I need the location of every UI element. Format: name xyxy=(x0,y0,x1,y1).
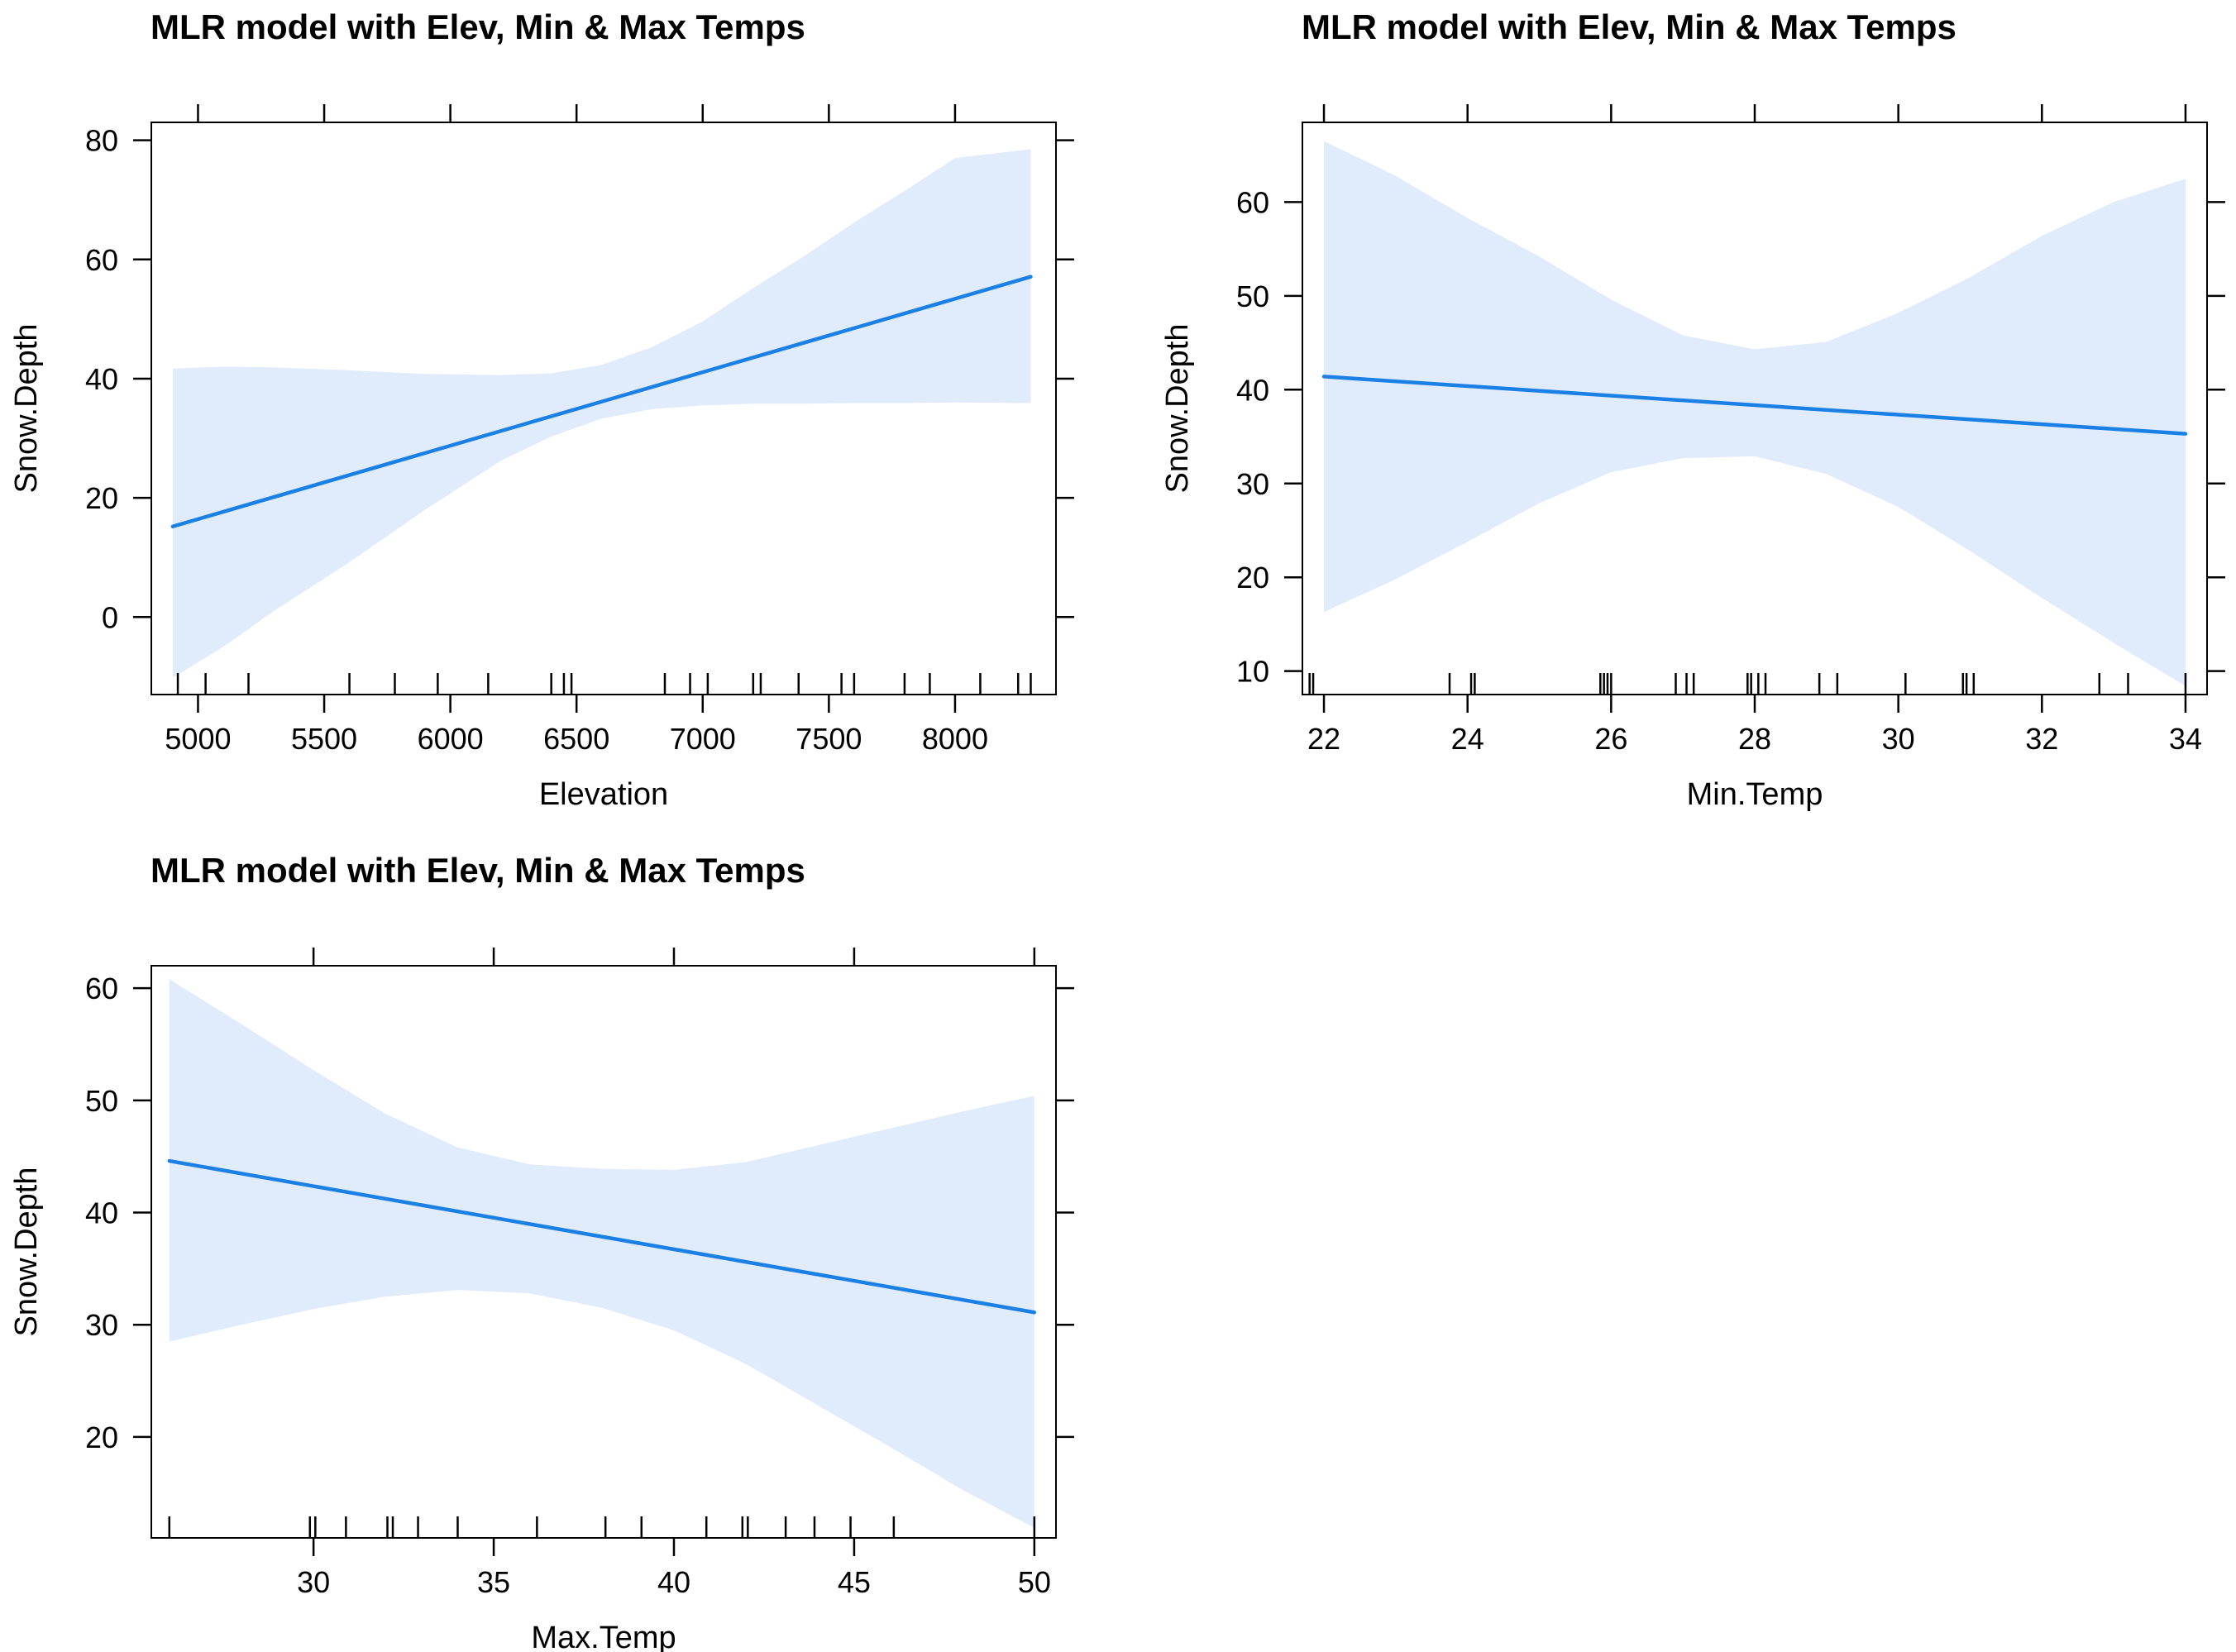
panel-elevation-fit-layer xyxy=(170,275,1033,528)
panel-max-temp: MLR model with Elev, Min & Max Temps 30 3… xyxy=(9,851,1074,1652)
panel-min-temp-x-tick-label: 22 xyxy=(1307,722,1340,756)
panel-max-temp-y-tick-label: 50 xyxy=(85,1084,118,1118)
panel-min-temp-x-axis-label: Min.Temp xyxy=(1687,777,1823,812)
panel-max-temp-y-tick-label: 60 xyxy=(85,972,118,1005)
panel-max-temp-y-tick-label: 40 xyxy=(85,1196,118,1230)
panel-elevation-y-ticks: 0 20 40 60 80 xyxy=(85,124,1074,634)
panel-max-temp-x-tick-label: 35 xyxy=(477,1565,510,1599)
panel-max-temp-title: MLR model with Elev, Min & Max Temps xyxy=(150,851,805,890)
panel-min-temp-y-tick-label: 40 xyxy=(1236,373,1269,407)
panel-min-temp-band-layer xyxy=(1324,141,2186,686)
panel-max-temp-y-tick-label: 30 xyxy=(85,1308,118,1342)
panel-min-temp-fit-line xyxy=(1321,375,2188,436)
panel-elevation-title: MLR model with Elev, Min & Max Temps xyxy=(150,7,805,46)
panel-max-temp-y-axis-label: Snow.Depth xyxy=(9,1167,44,1337)
panel-elevation-x-tick-label: 6500 xyxy=(543,722,609,756)
panel-elevation-confidence-band xyxy=(172,149,1031,678)
panel-elevation-y-axis-label: Snow.Depth xyxy=(9,324,44,494)
panel-max-temp-band-layer xyxy=(169,979,1034,1528)
panel-min-temp-y-tick-label: 50 xyxy=(1236,279,1269,313)
panel-min-temp-rug xyxy=(1308,673,2187,695)
panel-min-temp-y-tick-label: 30 xyxy=(1236,467,1269,501)
panel-max-temp-fit-line xyxy=(167,1158,1037,1315)
panel-elevation-x-tick-label: 7000 xyxy=(670,722,736,756)
panel-min-temp-y-tick-label: 10 xyxy=(1236,655,1269,689)
panel-elevation-y-tick-label: 80 xyxy=(85,124,118,158)
panel-min-temp-title: MLR model with Elev, Min & Max Temps xyxy=(1302,7,1956,46)
panel-min-temp-fit-layer xyxy=(1321,375,2188,436)
panel-elevation-x-ticks: 5000 5500 6000 6500 7000 7500 8000 xyxy=(165,104,988,756)
panel-elevation-band-layer xyxy=(172,149,1031,678)
panel-max-temp-rug xyxy=(168,1516,1036,1538)
panel-min-temp-x-tick-label: 24 xyxy=(1451,722,1484,756)
panel-elevation-x-tick-label: 7500 xyxy=(796,722,862,756)
panel-min-temp-x-tick-label: 26 xyxy=(1594,722,1627,756)
panel-min-temp-x-ticks: 22 24 26 28 30 32 34 xyxy=(1307,104,2202,756)
panel-elevation-y-tick-label: 20 xyxy=(85,481,118,515)
panel-min-temp-y-tick-label: 60 xyxy=(1236,185,1269,219)
panel-max-temp-x-tick-label: 45 xyxy=(838,1565,871,1599)
panel-min-temp-y-axis-label: Snow.Depth xyxy=(1160,324,1195,494)
panel-min-temp-x-tick-label: 30 xyxy=(1882,722,1915,756)
panel-min-temp-y-tick-label: 20 xyxy=(1236,561,1269,594)
panel-max-temp-x-tick-label: 40 xyxy=(657,1565,690,1599)
panel-min-temp-confidence-band xyxy=(1324,141,2186,686)
panel-elevation-rug xyxy=(176,673,1032,695)
panel-max-temp-y-tick-label: 20 xyxy=(85,1420,118,1454)
panel-max-temp-fit-layer xyxy=(167,1158,1037,1315)
panel-max-temp-x-tick-label: 50 xyxy=(1018,1565,1051,1599)
panel-elevation-x-axis-label: Elevation xyxy=(539,777,668,812)
panel-min-temp-y-ticks: 10 20 30 40 50 60 xyxy=(1236,185,2225,689)
panel-min-temp-x-tick-label: 32 xyxy=(2025,722,2058,756)
panel-min-temp-x-tick-label: 34 xyxy=(2169,722,2202,756)
panel-elevation-y-tick-label: 0 xyxy=(102,600,118,634)
panel-elevation-y-tick-label: 40 xyxy=(85,362,118,396)
panel-min-temp: MLR model with Elev, Min & Max Temps 22 2… xyxy=(1160,7,2225,812)
panel-max-temp-x-tick-label: 30 xyxy=(297,1565,330,1599)
panel-max-temp-confidence-band xyxy=(169,979,1034,1528)
panel-elevation-x-tick-label: 6000 xyxy=(418,722,484,756)
panel-elevation-x-tick-label: 5000 xyxy=(165,722,231,756)
panel-max-temp-y-ticks: 20 30 40 50 60 xyxy=(85,972,1074,1454)
panel-elevation-x-tick-label: 8000 xyxy=(922,722,988,756)
panel-min-temp-x-tick-label: 28 xyxy=(1738,722,1771,756)
panel-elevation: MLR model with Elev, Min & Max Temps 500… xyxy=(9,7,1074,812)
panel-max-temp-x-axis-label: Max.Temp xyxy=(531,1621,676,1652)
panel-max-temp-x-ticks: 30 35 40 45 50 xyxy=(297,948,1051,1599)
panel-max-temp-frame xyxy=(150,965,1057,1539)
panel-elevation-frame xyxy=(150,122,1057,695)
panel-elevation-fit-line xyxy=(170,275,1033,528)
panel-elevation-x-tick-label: 5500 xyxy=(291,722,357,756)
panel-elevation-y-tick-label: 60 xyxy=(85,243,118,277)
